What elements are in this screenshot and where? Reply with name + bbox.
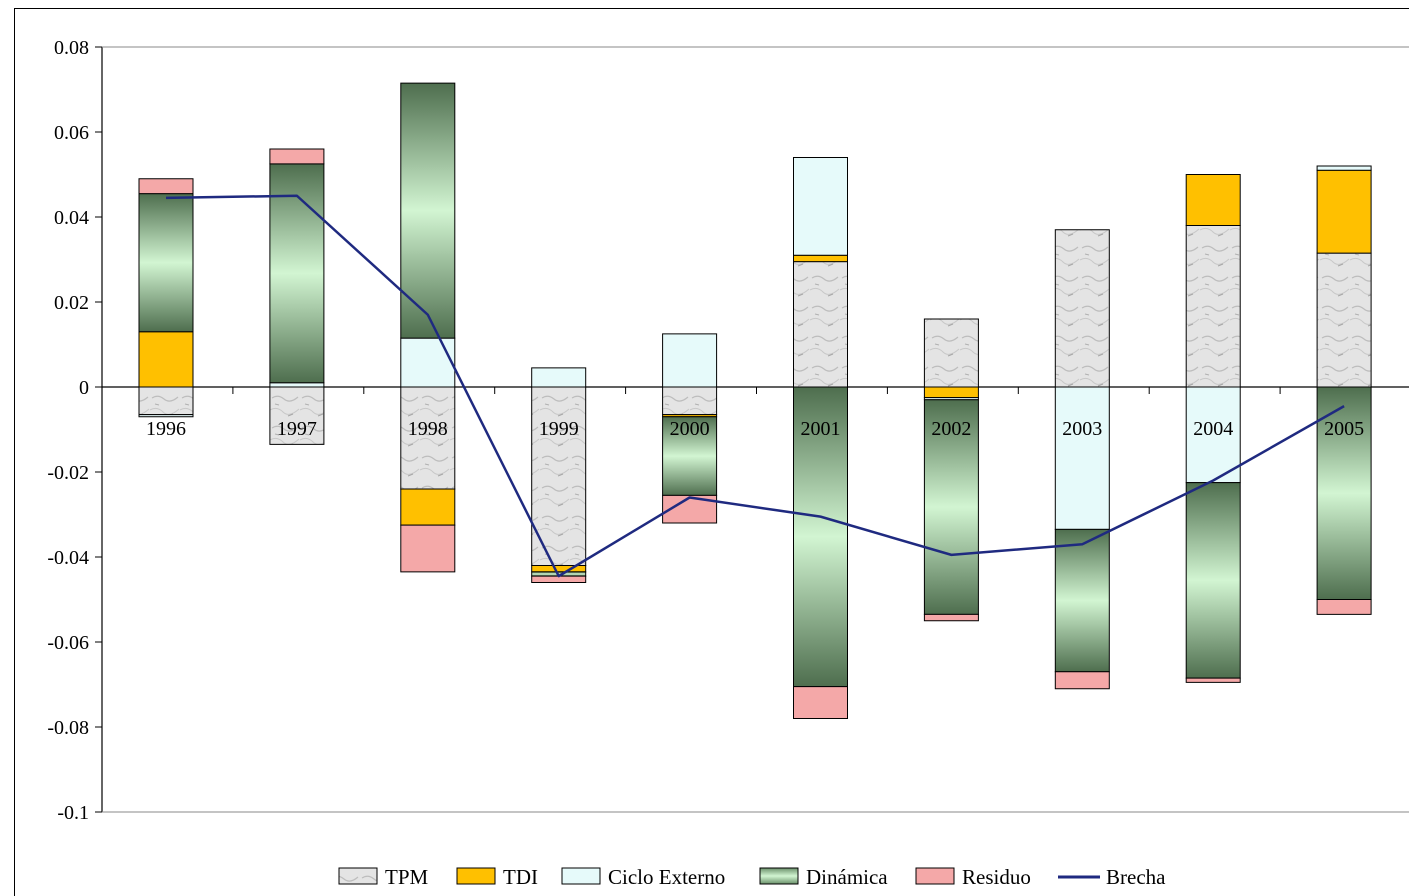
bar-residuo-2004 — [1185, 677, 1241, 683]
bar-tpm-2005 — [1316, 252, 1372, 388]
bar-tpm-2001 — [793, 261, 848, 388]
x-tick-label: 1999 — [539, 418, 579, 440]
y-tick-label: -0.02 — [47, 462, 89, 484]
x-tick-label: 2004 — [1193, 418, 1233, 440]
bar-residuo-1997 — [269, 148, 325, 165]
bar-tpm-1997 — [269, 386, 325, 445]
bar-dinamica-2001 — [793, 386, 848, 688]
x-tick-label: 2005 — [1324, 418, 1364, 440]
bar-tpm-2003 — [1054, 229, 1110, 388]
bar-ciclo-externo-1999 — [531, 367, 587, 388]
series-line-brecha — [165, 194, 1345, 578]
x-tick-label: 1997 — [277, 418, 317, 440]
legend-label: TPM — [385, 865, 429, 889]
bar-dinamica-1998 — [400, 82, 456, 339]
legend-swatch — [456, 867, 496, 885]
bar-tpm-1996 — [138, 386, 194, 416]
bar-tdi-1996 — [138, 331, 194, 388]
legend-label: TDI — [503, 865, 538, 889]
y-tick-label: 0.02 — [54, 292, 89, 314]
y-tick-label: 0.06 — [54, 122, 89, 144]
bar-ciclo-externo-2003 — [1054, 386, 1110, 530]
bar-tpm-1999 — [531, 386, 587, 566]
chart-frame — [14, 8, 1409, 896]
bar-dinamica-2003 — [1054, 528, 1110, 673]
bar-ciclo-externo-1996 — [138, 414, 194, 418]
x-tick-label: 2001 — [801, 418, 841, 440]
bar-tpm-2002 — [923, 318, 979, 388]
bar-ciclo-externo-2000 — [662, 333, 718, 388]
bar-tdi-1998 — [400, 488, 456, 526]
y-tick-label: -0.1 — [57, 802, 89, 824]
legend-swatch — [759, 867, 799, 885]
bar-dinamica-2005 — [1316, 386, 1372, 600]
bar-ciclo-externo-1998 — [400, 337, 456, 388]
y-tick-label: 0 — [79, 377, 89, 399]
x-tick-label: 2003 — [1062, 418, 1102, 440]
bar-dinamica-2000 — [662, 416, 718, 496]
bar-tpm-2004 — [1185, 225, 1241, 388]
y-tick-label: -0.08 — [47, 717, 89, 739]
y-tick-label: -0.06 — [47, 632, 89, 654]
bar-tdi-2001 — [793, 254, 848, 263]
legend-label: Residuo — [962, 865, 1031, 889]
legend-swatch — [915, 867, 955, 885]
bar-ciclo-externo-1997 — [269, 382, 325, 388]
axes: 0.08 0.06 0.04 0.02 0 -0.02 -0.04 -0.06 -0.08 -0.… — [47, 37, 1409, 824]
bar-ciclo-externo-2001 — [793, 157, 848, 256]
bar-residuo-1998 — [400, 524, 456, 573]
y-tick-label: 0.08 — [54, 37, 89, 59]
bar-residuo-1996 — [138, 178, 194, 195]
bar-tdi-2005 — [1316, 169, 1372, 254]
bar-residuo-2001 — [793, 686, 848, 719]
bar-dinamica-1997 — [269, 163, 325, 384]
bar-dinamica-2004 — [1185, 482, 1241, 679]
x-tick-label: 1996 — [146, 418, 186, 440]
x-tick-label: 2002 — [931, 418, 971, 440]
legend-swatch — [561, 867, 601, 885]
bar-ciclo-externo-2004 — [1185, 386, 1241, 484]
legend-label: Brecha — [1106, 865, 1166, 889]
bar-dinamica-2002 — [923, 399, 979, 615]
bar-tdi-2002 — [923, 386, 979, 399]
bars — [138, 82, 1372, 719]
category-labels: 1996 1997 1998 1999 2000 2001 2002 2003 2004 2005 — [146, 418, 1364, 440]
bar-dinamica-1996 — [138, 193, 194, 333]
bar-residuo-2003 — [1054, 671, 1110, 690]
bar-residuo-2005 — [1316, 599, 1372, 615]
bar-tpm-2000 — [662, 386, 718, 416]
x-tick-label: 1998 — [408, 418, 448, 440]
bar-ciclo-externo-2005 — [1316, 165, 1372, 171]
y-tick-label: 0.04 — [54, 207, 89, 229]
y-tick-label: -0.04 — [47, 547, 89, 569]
bar-tdi-1999 — [531, 565, 587, 573]
bar-tdi-2004 — [1185, 174, 1241, 226]
bar-residuo-2002 — [923, 613, 979, 622]
legend-label: Dinámica — [806, 865, 888, 889]
brecha-line — [165, 194, 1345, 578]
legend-label: Ciclo Externo — [608, 865, 725, 889]
legend-swatch — [338, 867, 378, 885]
x-tick-label: 2000 — [670, 418, 710, 440]
bar-tpm-1998 — [400, 386, 456, 490]
legend: TPM TDI Ciclo Externo Dinámica Residuo Brecha — [338, 865, 1166, 889]
